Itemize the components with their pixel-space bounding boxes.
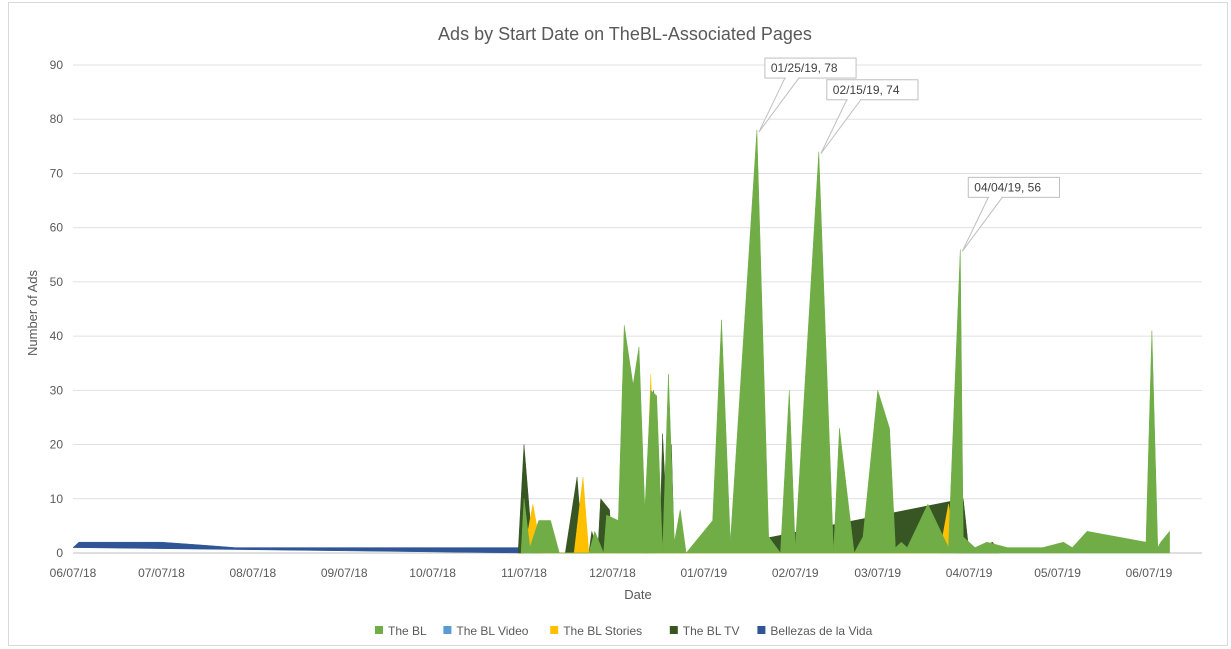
y-tick-label: 60	[50, 221, 64, 235]
series-area-the-bl	[520, 129, 1170, 554]
x-tick-label: 06/07/18	[50, 566, 97, 580]
chart-area: Ads by Start Date on TheBL-Associated Pa…	[8, 2, 1228, 646]
callouts: 01/25/19, 78 02/15/19, 74 04/04/19, 56	[758, 57, 1060, 252]
callout-label: 04/04/19, 56	[974, 180, 1041, 194]
x-tick-label: 08/07/18	[229, 566, 276, 580]
legend-label: The BL	[388, 624, 427, 638]
legend-item: The BL	[375, 624, 427, 638]
gridlines	[73, 64, 1202, 554]
legend-label: The BL TV	[683, 624, 740, 638]
x-tick-label: 12/07/18	[589, 566, 636, 580]
callout: 04/04/19, 56	[961, 176, 1060, 252]
legend-swatch	[375, 626, 383, 634]
legend-label: The BL Stories	[563, 624, 642, 638]
y-axis-title: Number of Ads	[25, 270, 40, 356]
legend: The BL The BL Video The BL Stories The BL T…	[375, 624, 873, 638]
y-tick-label: 10	[50, 492, 64, 506]
area-chart: Ads by Start Date on TheBL-Associated Pa…	[25, 24, 1202, 638]
legend-item: The BL Stories	[550, 624, 642, 638]
legend-swatch	[443, 626, 452, 634]
callout-pointer	[758, 77, 800, 133]
legend-item: The BL TV	[669, 624, 740, 638]
x-tick-label: 11/07/18	[501, 566, 547, 580]
y-tick-label: 20	[50, 438, 64, 452]
y-tick-label: 90	[50, 58, 64, 72]
legend-item: Bellezas de la Vida	[757, 624, 873, 638]
callout-box	[764, 57, 857, 79]
x-tick-label: 10/07/18	[409, 566, 456, 580]
x-tick-label: 07/07/18	[138, 566, 185, 580]
x-tick-label: 01/07/19	[680, 566, 727, 580]
legend-swatch	[669, 626, 678, 634]
y-tick-label: 0	[56, 546, 63, 560]
callout: 02/15/19, 74	[820, 79, 919, 155]
callout-box	[826, 79, 919, 101]
x-tick-label: 02/07/19	[772, 566, 819, 580]
legend-item: The BL Video	[443, 624, 529, 638]
x-tick-label: 06/07/19	[1126, 566, 1173, 580]
callout-box	[967, 176, 1060, 198]
x-tick-label: 03/07/19	[854, 566, 901, 580]
series-area-bellezas-de-la-vida	[72, 541, 525, 554]
axes: 0 10 20 30 40 50 60 70 80 90 06/07/18 07/07/18 08/07…	[50, 58, 1173, 580]
chart-title: Ads by Start Date on TheBL-Associated Pa…	[438, 24, 812, 44]
x-tick-label: 04/07/19	[946, 566, 993, 580]
series-areas	[72, 129, 1170, 554]
callout: 01/25/19, 78	[758, 57, 857, 133]
x-tick-label: 05/07/19	[1034, 566, 1081, 580]
legend-label: The BL Video	[456, 624, 528, 638]
callout-label: 02/15/19, 74	[833, 83, 900, 97]
callout-pointer	[961, 196, 1004, 252]
y-tick-label: 50	[50, 275, 64, 289]
y-tick-label: 70	[50, 166, 64, 180]
callout-label: 01/25/19, 78	[771, 61, 838, 75]
y-tick-label: 30	[50, 383, 64, 397]
y-tick-label: 40	[50, 329, 64, 343]
legend-swatch	[550, 626, 559, 634]
legend-label: Bellezas de la Vida	[770, 624, 872, 638]
callout-pointer	[820, 99, 862, 155]
x-axis-title: Date	[624, 587, 651, 602]
legend-swatch	[757, 626, 766, 634]
y-tick-label: 80	[50, 112, 64, 126]
x-tick-label: 09/07/18	[321, 566, 368, 580]
